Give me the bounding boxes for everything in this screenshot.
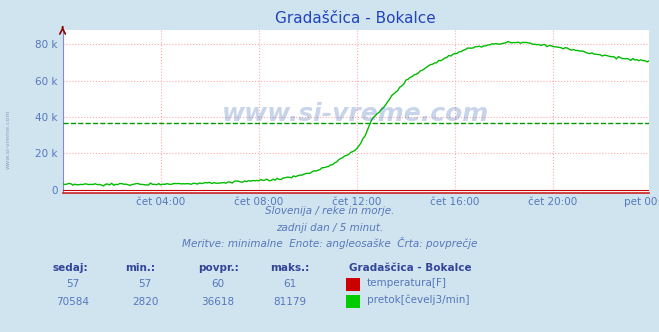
Text: Slovenija / reke in morje.: Slovenija / reke in morje. [265,206,394,216]
Text: 70584: 70584 [56,297,89,307]
Text: Meritve: minimalne  Enote: angleosaške  Črta: povprečje: Meritve: minimalne Enote: angleosaške Čr… [182,237,477,249]
Text: 2820: 2820 [132,297,158,307]
Text: 36618: 36618 [201,297,234,307]
Text: povpr.:: povpr.: [198,263,239,273]
Text: 57: 57 [66,279,79,289]
Text: pretok[čevelj3/min]: pretok[čevelj3/min] [367,294,470,305]
Text: 57: 57 [138,279,152,289]
Text: sedaj:: sedaj: [53,263,88,273]
Text: maks.:: maks.: [270,263,310,273]
Title: Gradaščica - Bokalce: Gradaščica - Bokalce [275,11,436,26]
Text: Gradaščica - Bokalce: Gradaščica - Bokalce [349,263,472,273]
Text: 60: 60 [211,279,224,289]
Text: www.si-vreme.com: www.si-vreme.com [5,110,11,169]
Text: 81179: 81179 [273,297,306,307]
Text: temperatura[F]: temperatura[F] [367,278,447,288]
Text: www.si-vreme.com: www.si-vreme.com [222,103,490,126]
Text: 61: 61 [283,279,297,289]
Text: zadnji dan / 5 minut.: zadnji dan / 5 minut. [276,223,383,233]
Text: min.:: min.: [125,263,156,273]
